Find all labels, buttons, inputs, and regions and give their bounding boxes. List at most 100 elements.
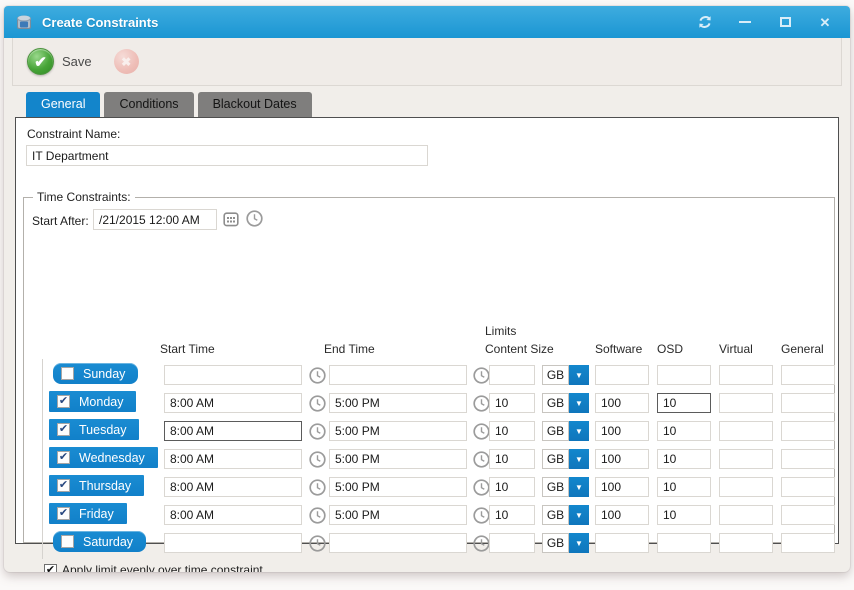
unit-dropdown-friday[interactable]: GB ▼ — [542, 505, 589, 525]
day-checkbox-sunday[interactable] — [61, 367, 74, 380]
save-button[interactable]: ✔ Save — [27, 48, 92, 75]
clock-icon[interactable] — [472, 394, 490, 412]
day-checkbox-monday[interactable] — [57, 395, 70, 408]
general-input-sunday[interactable] — [781, 365, 835, 385]
dropdown-arrow-icon[interactable]: ▼ — [569, 477, 589, 497]
software-input-friday[interactable] — [595, 505, 649, 525]
general-input-tuesday[interactable] — [781, 421, 835, 441]
end-time-input-friday[interactable] — [329, 505, 467, 525]
virtual-input-wednesday[interactable] — [719, 449, 773, 469]
osd-input-saturday[interactable] — [657, 533, 711, 553]
end-time-input-wednesday[interactable] — [329, 449, 467, 469]
day-checkbox-thursday[interactable] — [57, 479, 70, 492]
day-toggle-thursday[interactable]: Thursday — [49, 475, 145, 496]
clock-icon[interactable] — [308, 478, 326, 496]
osd-input-monday[interactable] — [657, 393, 711, 413]
general-input-saturday[interactable] — [781, 533, 835, 553]
software-input-sunday[interactable] — [595, 365, 649, 385]
start-time-input-friday[interactable] — [164, 505, 302, 525]
start-after-input[interactable] — [93, 209, 217, 230]
osd-input-thursday[interactable] — [657, 477, 711, 497]
software-input-monday[interactable] — [595, 393, 649, 413]
content-size-input-monday[interactable] — [489, 393, 535, 413]
content-size-input-sunday[interactable] — [489, 365, 535, 385]
end-time-input-sunday[interactable] — [329, 365, 467, 385]
unit-dropdown-tuesday[interactable]: GB ▼ — [542, 421, 589, 441]
tab-blackout-dates[interactable]: Blackout Dates — [197, 92, 312, 118]
general-input-thursday[interactable] — [781, 477, 835, 497]
unit-dropdown-saturday[interactable]: GB ▼ — [542, 533, 589, 553]
unit-dropdown-wednesday[interactable]: GB ▼ — [542, 449, 589, 469]
refresh-button[interactable] — [696, 13, 714, 31]
day-checkbox-wednesday[interactable] — [57, 451, 70, 464]
start-time-input-tuesday[interactable] — [164, 421, 302, 441]
start-time-input-saturday[interactable] — [164, 533, 302, 553]
virtual-input-tuesday[interactable] — [719, 421, 773, 441]
content-size-input-thursday[interactable] — [489, 477, 535, 497]
day-checkbox-saturday[interactable] — [61, 535, 74, 548]
clock-icon[interactable] — [472, 366, 490, 384]
virtual-input-thursday[interactable] — [719, 477, 773, 497]
content-size-input-wednesday[interactable] — [489, 449, 535, 469]
tab-conditions[interactable]: Conditions — [104, 92, 194, 118]
virtual-input-sunday[interactable] — [719, 365, 773, 385]
general-input-friday[interactable] — [781, 505, 835, 525]
apply-limit-checkbox[interactable] — [44, 563, 57, 572]
dropdown-arrow-icon[interactable]: ▼ — [569, 505, 589, 525]
clock-icon[interactable] — [472, 534, 490, 552]
content-size-input-friday[interactable] — [489, 505, 535, 525]
unit-dropdown-thursday[interactable]: GB ▼ — [542, 477, 589, 497]
start-time-input-sunday[interactable] — [164, 365, 302, 385]
software-input-tuesday[interactable] — [595, 421, 649, 441]
clock-icon[interactable] — [308, 394, 326, 412]
dropdown-arrow-icon[interactable]: ▼ — [569, 449, 589, 469]
minimize-button[interactable] — [736, 13, 754, 31]
end-time-input-saturday[interactable] — [329, 533, 467, 553]
start-time-input-thursday[interactable] — [164, 477, 302, 497]
clock-icon[interactable] — [472, 422, 490, 440]
day-toggle-monday[interactable]: Monday — [49, 391, 137, 412]
dropdown-arrow-icon[interactable]: ▼ — [569, 533, 589, 553]
software-input-thursday[interactable] — [595, 477, 649, 497]
tab-general[interactable]: General — [26, 92, 101, 118]
start-after-clock-icon[interactable] — [245, 209, 263, 227]
day-toggle-friday[interactable]: Friday — [49, 503, 127, 524]
end-time-input-monday[interactable] — [329, 393, 467, 413]
general-input-monday[interactable] — [781, 393, 835, 413]
clock-icon[interactable] — [308, 366, 326, 384]
start-after-calendar-icon[interactable] — [222, 210, 240, 228]
general-input-wednesday[interactable] — [781, 449, 835, 469]
virtual-input-friday[interactable] — [719, 505, 773, 525]
dropdown-arrow-icon[interactable]: ▼ — [569, 393, 589, 413]
clock-icon[interactable] — [308, 450, 326, 468]
day-toggle-sunday[interactable]: Sunday — [53, 363, 139, 384]
day-toggle-tuesday[interactable]: Tuesday — [49, 419, 140, 440]
clock-icon[interactable] — [308, 534, 326, 552]
osd-input-wednesday[interactable] — [657, 449, 711, 469]
clock-icon[interactable] — [472, 478, 490, 496]
clock-icon[interactable] — [472, 450, 490, 468]
clock-icon[interactable] — [308, 506, 326, 524]
osd-input-friday[interactable] — [657, 505, 711, 525]
clock-icon[interactable] — [308, 422, 326, 440]
constraint-name-input[interactable] — [26, 145, 428, 166]
virtual-input-monday[interactable] — [719, 393, 773, 413]
software-input-saturday[interactable] — [595, 533, 649, 553]
content-size-input-saturday[interactable] — [489, 533, 535, 553]
dropdown-arrow-icon[interactable]: ▼ — [569, 365, 589, 385]
software-input-wednesday[interactable] — [595, 449, 649, 469]
end-time-input-tuesday[interactable] — [329, 421, 467, 441]
end-time-input-thursday[interactable] — [329, 477, 467, 497]
content-size-input-tuesday[interactable] — [489, 421, 535, 441]
unit-dropdown-sunday[interactable]: GB ▼ — [542, 365, 589, 385]
day-checkbox-friday[interactable] — [57, 507, 70, 520]
osd-input-tuesday[interactable] — [657, 421, 711, 441]
unit-dropdown-monday[interactable]: GB ▼ — [542, 393, 589, 413]
virtual-input-saturday[interactable] — [719, 533, 773, 553]
day-checkbox-tuesday[interactable] — [57, 423, 70, 436]
start-time-input-monday[interactable] — [164, 393, 302, 413]
close-button[interactable]: ✕ — [816, 13, 834, 31]
clock-icon[interactable] — [472, 506, 490, 524]
osd-input-sunday[interactable] — [657, 365, 711, 385]
start-time-input-wednesday[interactable] — [164, 449, 302, 469]
